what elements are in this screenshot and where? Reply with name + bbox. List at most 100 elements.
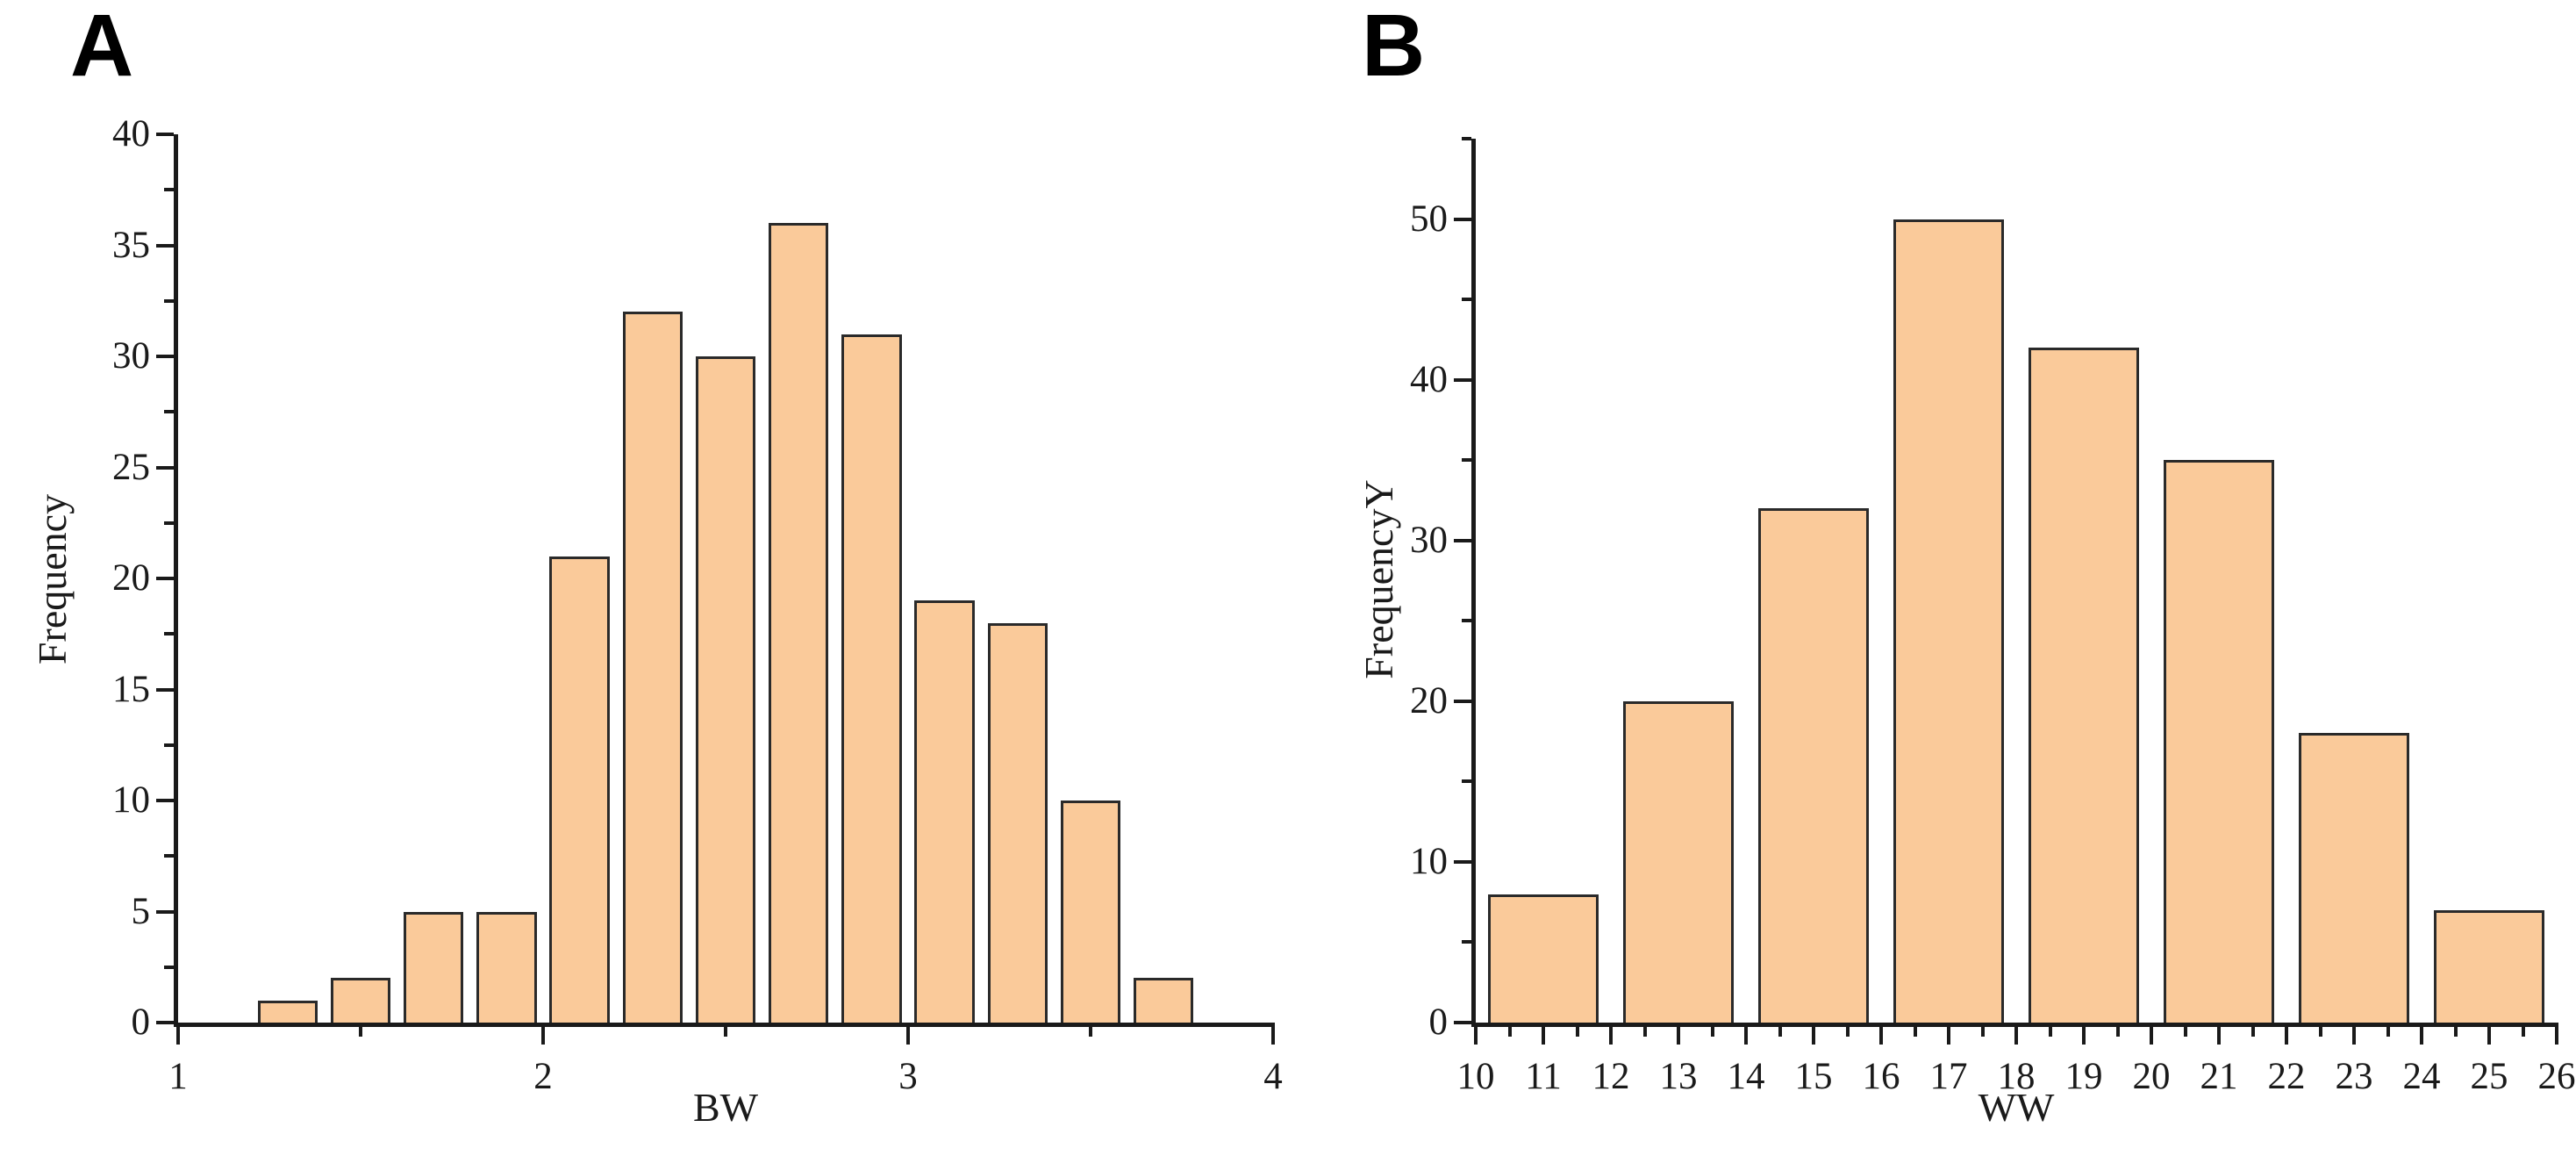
- x-major-tick: [2150, 1027, 2153, 1045]
- x-major-tick: [2285, 1027, 2288, 1045]
- x-major-tick: [2217, 1027, 2221, 1045]
- histogram-bar: [841, 334, 902, 1026]
- y-axis-line: [1471, 139, 1476, 1027]
- y-minor-tick: [1462, 779, 1471, 784]
- x-tick-label: 25: [2470, 1056, 2508, 1097]
- x-tick-label: 22: [2267, 1056, 2306, 1097]
- y-major-tick: [156, 577, 174, 580]
- y-minor-tick: [1462, 619, 1471, 623]
- x-tick-label: 26: [2537, 1056, 2576, 1097]
- x-minor-tick: [2386, 1027, 2390, 1037]
- x-major-tick: [1744, 1027, 1748, 1045]
- y-tick-label: 30: [1410, 519, 1448, 561]
- y-tick-label: 15: [112, 668, 150, 710]
- x-major-tick: [1677, 1027, 1680, 1045]
- x-minor-tick: [2318, 1027, 2322, 1037]
- x-axis-line: [174, 1023, 1275, 1027]
- y-minor-tick: [164, 854, 174, 858]
- x-minor-tick: [2048, 1027, 2052, 1037]
- histogram-bar: [769, 223, 829, 1026]
- histogram-bar: [2163, 460, 2275, 1026]
- histogram-bar: [695, 356, 756, 1026]
- x-major-tick: [2555, 1027, 2558, 1045]
- histogram-bar: [2433, 909, 2545, 1026]
- histogram-bar: [404, 911, 464, 1026]
- y-major-tick: [1454, 217, 1471, 221]
- x-minor-tick: [1642, 1027, 1647, 1037]
- x-minor-tick: [1913, 1027, 1917, 1037]
- y-minor-tick: [164, 632, 174, 636]
- x-tick-label: 20: [2132, 1056, 2171, 1097]
- y-major-tick: [156, 355, 174, 358]
- x-tick-label: 15: [1794, 1056, 1833, 1097]
- y-major-tick: [1454, 1021, 1471, 1024]
- y-tick-label: 5: [131, 890, 151, 932]
- x-tick-label: 24: [2402, 1056, 2441, 1097]
- y-tick-label: 0: [1428, 1002, 1449, 1043]
- panel-label-b: B: [1362, 0, 1426, 95]
- x-minor-tick: [1507, 1027, 1512, 1037]
- x-minor-tick: [359, 1027, 362, 1037]
- y-major-tick: [156, 133, 174, 136]
- panel-label-a: A: [70, 0, 134, 95]
- x-minor-tick: [2453, 1027, 2458, 1037]
- x-minor-tick: [1980, 1027, 1985, 1037]
- histogram-bar: [1487, 894, 1599, 1026]
- x-tick-label: 1: [168, 1056, 188, 1097]
- y-minor-tick: [1462, 940, 1471, 944]
- x-major-tick: [1474, 1027, 1478, 1045]
- x-minor-tick: [724, 1027, 727, 1037]
- y-major-tick: [1454, 538, 1471, 542]
- x-tick-label: 3: [898, 1056, 918, 1097]
- y-tick-label: 50: [1410, 197, 1448, 240]
- x-minor-tick: [2250, 1027, 2255, 1037]
- y-major-tick: [1454, 859, 1471, 864]
- x-minor-tick: [2521, 1027, 2525, 1037]
- x-tick-label: 12: [1592, 1056, 1630, 1097]
- histogram-bar: [1622, 700, 1735, 1026]
- y-axis-title-frequencyy: FrequencyY: [1356, 479, 1401, 679]
- x-major-tick: [1879, 1027, 1883, 1045]
- x-tick-label: 23: [2335, 1056, 2373, 1097]
- y-major-tick: [1454, 377, 1471, 382]
- y-tick-label: 40: [1410, 358, 1448, 400]
- y-major-tick: [156, 799, 174, 802]
- y-minor-tick: [1462, 137, 1471, 140]
- x-minor-tick: [1575, 1027, 1579, 1037]
- x-tick-label: 16: [1862, 1056, 1900, 1097]
- histogram-bar: [622, 312, 683, 1026]
- x-tick-label: 14: [1727, 1056, 1765, 1097]
- histogram-bar: [330, 978, 391, 1026]
- y-tick-label: 10: [112, 779, 150, 821]
- x-tick-label: 11: [1525, 1056, 1562, 1097]
- y-minor-tick: [1462, 458, 1471, 463]
- histogram-bar: [987, 622, 1048, 1026]
- x-minor-tick: [1089, 1027, 1092, 1037]
- x-tick-label: 17: [1929, 1056, 1968, 1097]
- y-tick-label: 35: [112, 224, 150, 266]
- y-tick-label: 40: [112, 113, 150, 154]
- y-minor-tick: [1462, 298, 1471, 302]
- y-tick-label: 20: [1410, 679, 1448, 722]
- x-major-tick: [2487, 1027, 2491, 1045]
- x-major-tick: [176, 1027, 180, 1045]
- y-major-tick: [156, 1021, 174, 1024]
- y-axis-title-frequency: Frequency: [30, 493, 75, 665]
- x-major-tick: [1271, 1027, 1275, 1045]
- histogram-bar: [1060, 801, 1121, 1026]
- y-major-tick: [156, 687, 174, 692]
- x-major-tick: [2082, 1027, 2086, 1045]
- x-minor-tick: [1778, 1027, 1782, 1037]
- x-tick-label: 21: [2200, 1056, 2238, 1097]
- x-tick-label: 4: [1263, 1056, 1283, 1097]
- x-axis-line: [1471, 1023, 2558, 1027]
- y-major-tick: [1454, 699, 1471, 703]
- x-tick-label: 10: [1456, 1056, 1495, 1097]
- y-tick-label: 0: [131, 1002, 151, 1043]
- histogram-bar: [2028, 348, 2140, 1026]
- x-major-tick: [1609, 1027, 1613, 1045]
- x-minor-tick: [2115, 1027, 2120, 1037]
- histogram-bar: [549, 556, 610, 1026]
